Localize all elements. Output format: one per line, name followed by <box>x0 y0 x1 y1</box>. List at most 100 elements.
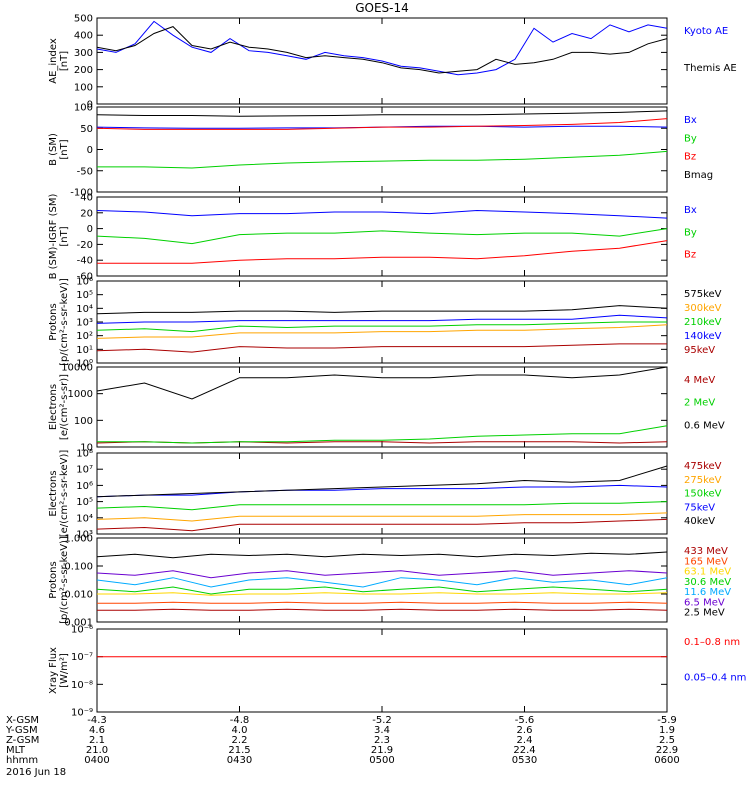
legend-entry: 0.6 MeV <box>684 420 725 431</box>
y-axis-label: B (SM) <box>48 133 59 166</box>
x-axis-value: 0500 <box>369 755 394 766</box>
panel-2: -100 -50 0 50 100 B (SM) [nT] Bx By Bz Bmag <box>48 103 713 199</box>
x-axis-row-label: Y-GSM <box>5 725 38 736</box>
x-axis-value: -5.6 <box>515 715 535 726</box>
y-tick-label: -100 <box>70 188 93 199</box>
y-tick-label: 1.000 <box>64 534 93 545</box>
date-label: 2016 Jun 18 <box>6 767 66 778</box>
legend-entry: By <box>684 133 697 144</box>
y-tick-label: 10⁷ <box>76 465 93 476</box>
y-axis-label: [nT] <box>59 139 70 159</box>
y-tick-label: 0 <box>87 100 93 111</box>
figure-title: GOES-14 <box>355 1 409 15</box>
legend-entry: Bmag <box>684 170 713 181</box>
series-line-3 <box>97 240 668 264</box>
series-line-4 <box>96 110 668 117</box>
y-tick-label: 10⁻⁶ <box>71 625 93 636</box>
y-tick-label: 20 <box>80 208 93 219</box>
x-axis-value: 2.2 <box>232 735 248 746</box>
legend-entry: 63.1 MeV <box>684 567 731 578</box>
series-line-4 <box>96 314 668 324</box>
y-tick-label: 100 <box>74 82 93 93</box>
series-line-3 <box>96 366 668 400</box>
legend-entry: Bx <box>684 115 697 126</box>
y-tick-label: 10⁵ <box>76 290 93 301</box>
series-line-5 <box>96 577 668 588</box>
x-axis-value: 4.0 <box>232 725 248 736</box>
x-axis-value: 2.6 <box>517 725 533 736</box>
y-tick-label: 10⁶ <box>76 481 93 492</box>
legend-entry: 4 MeV <box>684 375 715 386</box>
x-axis-row-label: Z-GSM <box>6 735 39 746</box>
legend-entry: 75keV <box>684 502 715 513</box>
legend-entry: Bz <box>684 152 696 163</box>
y-tick-label: 10⁻⁸ <box>71 680 93 691</box>
series-line-5 <box>96 465 668 498</box>
series-line-2 <box>96 26 668 74</box>
legend-entry: 40keV <box>684 516 715 527</box>
series-line-6 <box>96 570 668 579</box>
panel-frame <box>96 628 668 713</box>
y-tick-label: -50 <box>77 166 93 177</box>
y-tick-label: 200 <box>74 65 93 76</box>
x-axis-value: 0400 <box>84 755 109 766</box>
y-tick-label: 10⁸ <box>76 449 93 460</box>
series-line-1 <box>96 209 668 219</box>
x-axis-value: 2.3 <box>374 735 390 746</box>
panel-frame <box>96 196 668 277</box>
legend-entry: 165 MeV <box>684 556 728 567</box>
legend-entry: 140keV <box>684 331 722 342</box>
y-tick-label: 10000 <box>61 363 93 374</box>
y-tick-label: 0.001 <box>64 618 93 629</box>
x-axis-value: 22.4 <box>513 745 535 756</box>
y-tick-label: 0.100 <box>64 562 93 573</box>
legend-entry: Themis AE <box>683 63 737 74</box>
y-tick-label: -60 <box>77 272 93 283</box>
x-axis-value: 21.9 <box>371 745 393 756</box>
panel-4: 10⁰ 10¹ 10² 10³ 10⁴ 10⁵ 10⁶ Protons [p/(cm²-s-sr… <box>48 277 722 370</box>
y-axis-label: Protons <box>48 561 59 598</box>
panel-8: 10⁻⁹ 10⁻⁸ 10⁻⁷ 10⁻⁶ Xray Flux [W/m²] 0.1–0.8 n… <box>48 625 746 719</box>
series-line-2 <box>96 228 668 245</box>
y-tick-label: 10⁴ <box>76 304 93 315</box>
series-line-1 <box>96 518 668 532</box>
x-axis-row-label: X-GSM <box>6 715 39 726</box>
series-line-4 <box>96 484 668 498</box>
legend-entry: 210keV <box>684 317 722 328</box>
legend-entry: 0.1–0.8 nm <box>684 637 740 648</box>
series-line-2 <box>97 601 668 604</box>
x-axis-row-label: hhmm <box>6 755 38 766</box>
panel-7: 0.001 0.010 0.100 1.000 Protons [p/(cm²-s-sr-… <box>48 534 731 629</box>
x-axis-value: 2.5 <box>659 735 675 746</box>
x-axis-value: 2.4 <box>517 735 533 746</box>
x-axis-value: 1.9 <box>659 725 675 736</box>
y-tick-label: 10⁻⁷ <box>71 652 93 663</box>
series-line-4 <box>96 586 668 595</box>
x-axis-value: -5.9 <box>657 715 677 726</box>
series-line-3 <box>96 118 668 130</box>
panel-3: -60 -40 -20 0 20 40 B (SM)-IGRF (SM) [nT] Bx By Bz <box>48 193 697 283</box>
y-axis-label: [e/(cm²-s-sr)] <box>59 374 70 440</box>
x-axis-value: 0530 <box>512 755 537 766</box>
y-axis-label: B (SM)-IGRF (SM) <box>48 194 59 280</box>
y-axis-label: AE_index <box>48 38 59 84</box>
x-axis-value: -4.8 <box>230 715 250 726</box>
panel-6: 10³ 10⁴ 10⁵ 10⁶ 10⁷ 10⁸ Electrons [e/(cm²-s-sr-… <box>48 449 722 541</box>
y-tick-label: 50 <box>80 124 93 135</box>
y-tick-label: 0 <box>87 145 93 156</box>
y-axis-label: Protons <box>48 303 59 340</box>
series-line-1 <box>96 20 668 76</box>
legend-entry: 275keV <box>684 475 722 486</box>
x-axis-value: -5.2 <box>372 715 392 726</box>
y-tick-label: 100 <box>74 103 93 114</box>
x-axis-row-label: MLT <box>6 745 26 756</box>
legend-entry: By <box>684 227 697 238</box>
y-tick-label: 10⁴ <box>76 513 93 524</box>
legend-entry: 475keV <box>684 461 722 472</box>
y-axis-label: Electrons <box>48 384 59 430</box>
y-axis-label: Electrons <box>48 470 59 516</box>
